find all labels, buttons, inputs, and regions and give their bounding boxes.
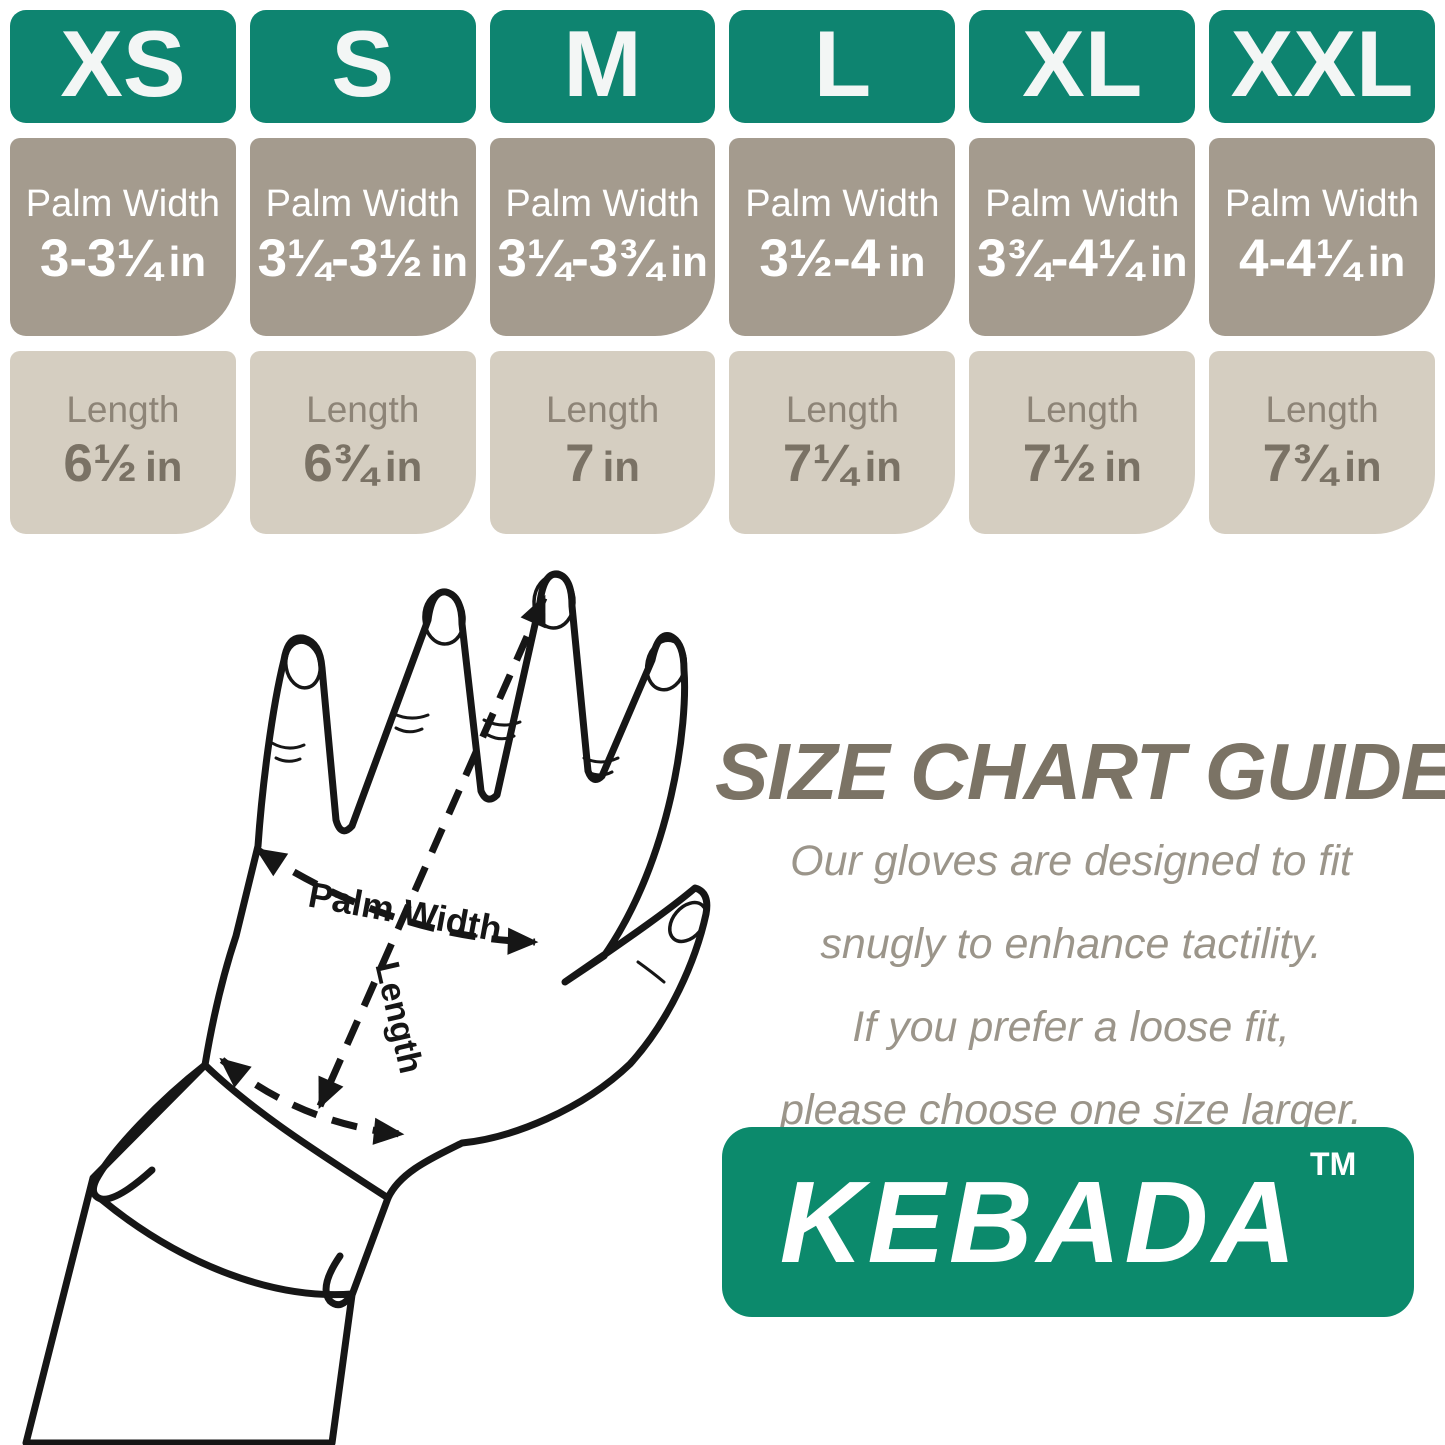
guide-line: snugly to enhance tactility.	[820, 920, 1322, 968]
palm-width-value: 3½-4 in	[759, 227, 925, 291]
palm-width-label: Palm Width	[1224, 183, 1420, 226]
value-number: 7¾	[1262, 433, 1337, 493]
length-label: Length	[66, 389, 180, 431]
size-header-xxl: XXL	[1209, 10, 1435, 123]
length-value: 6½ in	[63, 432, 182, 496]
length-label: Length	[1265, 389, 1379, 431]
thumb-nail	[668, 900, 708, 944]
hand-measurement-diagram: Palm Width Length	[22, 570, 711, 1445]
length-value: 7½ in	[1023, 432, 1142, 496]
value-number: 6½	[63, 433, 138, 493]
length-value: 7¾ in	[1263, 432, 1382, 496]
guide-line: please choose one size larger.	[780, 1086, 1362, 1134]
value-unit: in	[670, 238, 708, 286]
page-title: SIZE CHART GUIDE	[715, 727, 1445, 816]
size-table: XS S M L XL XXL Palm Width 3-3¼ in Palm W…	[10, 10, 1435, 534]
palm-width-cell-xl: Palm Width 3¾-4¼ in	[969, 138, 1196, 336]
value-unit: in	[1367, 238, 1406, 286]
length-cell-xl: Length 7½ in	[969, 351, 1196, 534]
cuff-left-fold	[89, 1061, 209, 1203]
palm-width-cell-l: Palm Width 3½-4 in	[729, 138, 956, 336]
value-number: 7	[565, 433, 595, 493]
palm-width-cell-s: Palm Width 3¼-3½ in	[249, 138, 476, 336]
hand-outline	[22, 570, 711, 1445]
length-value: 7 in	[565, 432, 640, 496]
cuff-right-fold	[322, 1252, 356, 1309]
length-cell-xxl: Length 7¾ in	[1209, 351, 1435, 534]
value-unit: in	[145, 442, 183, 490]
length-value: 7¼ in	[783, 432, 902, 496]
length-value: 6¾ in	[303, 432, 422, 496]
value-unit: in	[864, 442, 902, 490]
value-unit: in	[1104, 442, 1142, 490]
length-cell-m: Length 7 in	[489, 351, 716, 534]
value-unit: in	[384, 442, 423, 490]
length-cell-xs: Length 6½ in	[10, 351, 236, 534]
size-header-s: S	[249, 10, 476, 123]
palm-width-value: 3¼-3¾ in	[497, 227, 707, 291]
value-number: 6¾	[303, 433, 377, 493]
value-number: 3-3¼	[39, 229, 161, 289]
length-label: Length	[1025, 389, 1139, 431]
value-unit: in	[888, 238, 926, 286]
brand-name: KEBADA	[779, 1157, 1301, 1287]
palm-width-value: 3-3¼ in	[40, 227, 206, 291]
guide-line: If you prefer a loose fit,	[852, 1003, 1290, 1051]
palm-width-arrow	[255, 847, 539, 955]
palm-width-value: 4-4¼ in	[1239, 227, 1405, 291]
value-unit: in	[168, 238, 206, 286]
value-number: 3¾-4¼	[977, 229, 1143, 289]
guide-description: Our gloves are designed to fit snugly to…	[715, 820, 1427, 1152]
length-cell-l: Length 7¼ in	[729, 351, 956, 534]
value-number: 3½-4	[759, 229, 881, 289]
size-header-l: L	[729, 10, 956, 123]
value-unit: in	[1344, 442, 1382, 490]
wrist-arrow	[219, 1057, 405, 1145]
value-unit: in	[602, 442, 640, 490]
value-number: 3¼-3¾	[497, 229, 663, 289]
length-label: Length	[785, 389, 899, 431]
index-nail	[644, 638, 688, 692]
brand-logo: KEBADA TM	[722, 1127, 1414, 1317]
cuff-bottom-edge	[97, 1195, 356, 1299]
palm-width-cell-m: Palm Width 3¼-3¾ in	[489, 138, 716, 336]
palm-width-cell-xs: Palm Width 3-3¼ in	[10, 138, 236, 336]
palm-width-label: Palm Width	[745, 183, 940, 226]
trademark-symbol: TM	[1310, 1146, 1357, 1182]
palm-width-label: Palm Width	[985, 183, 1180, 226]
size-header-xl: XL	[969, 10, 1196, 123]
palm-width-value: 3¼-3½ in	[258, 227, 468, 291]
palm-width-value: 3¾-4¼ in	[977, 227, 1187, 291]
palm-width-label: Palm Width	[25, 183, 221, 226]
size-header-xs: XS	[10, 10, 236, 123]
palm-width-label: Palm Width	[505, 183, 700, 226]
value-unit: in	[1150, 238, 1188, 286]
length-label: Length	[306, 389, 420, 431]
length-cell-s: Length 6¾ in	[249, 351, 476, 534]
value-number: 3¼-3½	[257, 229, 423, 289]
palm-width-label: Palm Width	[265, 183, 460, 226]
length-label: Length	[545, 389, 660, 431]
value-number: 4-4¼	[1239, 229, 1360, 289]
palm-width-cell-xxl: Palm Width 4-4¼ in	[1209, 138, 1435, 336]
value-number: 7½	[1022, 433, 1097, 493]
value-number: 7¼	[782, 433, 857, 493]
size-header-m: M	[489, 10, 716, 123]
guide-line: Our gloves are designed to fit	[790, 837, 1352, 885]
value-unit: in	[430, 238, 468, 286]
